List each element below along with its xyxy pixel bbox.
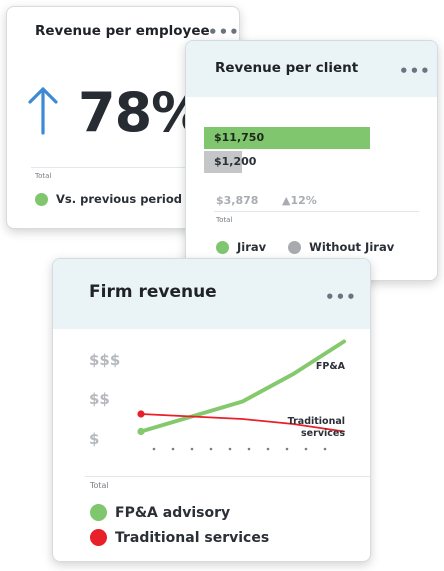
series-line xyxy=(140,413,345,433)
divider xyxy=(85,476,370,477)
legend-item-fpa: FP&A advisory xyxy=(90,504,230,521)
legend-item-traditional: Traditional services xyxy=(90,529,269,546)
card-title: Revenue per client xyxy=(215,60,359,76)
baseline-dot xyxy=(152,447,156,451)
series-annotation: FP&A xyxy=(316,361,346,372)
jirav-bar: $11,750 xyxy=(204,127,370,149)
baseline-dot xyxy=(266,447,270,451)
legend: Jirav Without Jirav xyxy=(216,240,416,254)
change-value: ▲12% xyxy=(282,194,317,207)
total-label: Total xyxy=(90,481,109,490)
series-start-point xyxy=(137,410,145,418)
baseline-dot xyxy=(190,447,194,451)
legend-item-without-jirav: Without Jirav xyxy=(288,240,394,254)
green-dot-icon xyxy=(90,504,107,521)
legend-label: Traditional services xyxy=(115,529,270,546)
card-title: Revenue per employee xyxy=(35,23,210,39)
baseline-dot xyxy=(171,447,175,451)
baseline-dot xyxy=(323,447,327,451)
y-tick-label: $$$ xyxy=(89,351,120,369)
baseline-dot xyxy=(209,447,213,451)
green-dot-icon xyxy=(216,240,229,254)
total-label: Total xyxy=(216,216,233,224)
gray-dot-icon xyxy=(288,240,302,254)
more-horizontal-icon[interactable]: ••• xyxy=(399,62,431,80)
legend-label: Without Jirav xyxy=(309,240,395,254)
series-start-point xyxy=(137,427,145,436)
card-header xyxy=(53,259,370,329)
legend-label: Jirav xyxy=(237,240,267,254)
legend-item-jirav: Jirav xyxy=(216,240,266,254)
percentage-value: 78% xyxy=(78,81,205,144)
legend-label: FP&A advisory xyxy=(115,504,231,521)
card-title: Firm revenue xyxy=(89,282,217,302)
series-annotation: services xyxy=(301,428,345,439)
divider xyxy=(31,167,239,168)
y-tick-label: $$ xyxy=(89,390,110,408)
divider xyxy=(214,211,419,212)
green-dot-icon xyxy=(35,192,48,206)
without-jirav-bar: $1,200 xyxy=(204,151,256,173)
baseline-dot xyxy=(304,447,308,451)
jirav-bar-label: $11,750 xyxy=(214,131,265,144)
baseline-dot xyxy=(228,447,232,451)
series-annotation: Traditional xyxy=(288,416,345,427)
card-header xyxy=(186,41,437,97)
without-jirav-bar-label: $1,200 xyxy=(214,155,257,168)
more-horizontal-icon[interactable]: ••• xyxy=(325,288,357,306)
red-dot-icon xyxy=(90,529,107,546)
more-horizontal-icon[interactable]: ••• xyxy=(208,23,240,41)
legend-item: Vs. previous period xyxy=(35,192,182,206)
firm-revenue-card: Firm revenue ••• $$$ $$ $ FP&A Traditional se… xyxy=(52,258,371,562)
y-tick-label: $ xyxy=(89,430,99,448)
legend-label: Vs. previous period xyxy=(56,192,182,206)
arrow-up-icon xyxy=(28,87,58,135)
total-label: Total xyxy=(35,172,52,180)
series-line xyxy=(139,339,346,434)
revenue-per-client-card: Revenue per client ••• $11,750 $1,200 $3… xyxy=(185,40,438,281)
baseline-dot xyxy=(247,447,251,451)
baseline-dot xyxy=(285,447,289,451)
difference-value: $3,878 xyxy=(216,194,259,207)
